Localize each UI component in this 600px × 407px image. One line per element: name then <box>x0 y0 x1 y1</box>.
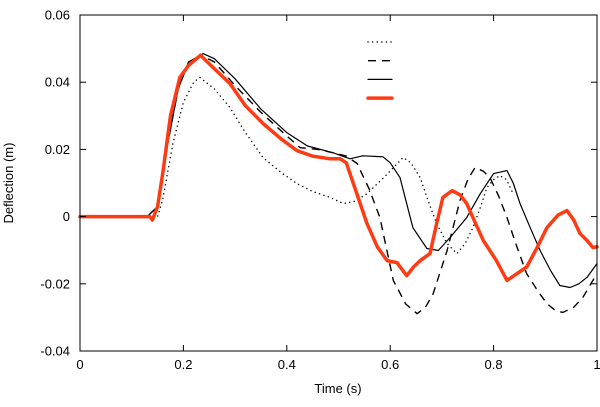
plot-area <box>78 53 599 315</box>
legend <box>366 41 394 100</box>
y-tick-label: -0.04 <box>40 344 70 359</box>
x-tick-label: 0.2 <box>174 357 192 372</box>
y-tick-label: 0.04 <box>45 75 70 90</box>
series-line-dashed <box>80 54 598 315</box>
y-tick-label: 0.06 <box>45 8 70 23</box>
x-tick-label: 0.6 <box>381 357 399 372</box>
x-tick-label: 1 <box>593 357 600 372</box>
series-line-thick <box>78 53 599 283</box>
y-tick-label: -0.02 <box>40 276 70 291</box>
x-tick-label: 0.4 <box>278 357 296 372</box>
x-tick-label: 0.8 <box>485 357 503 372</box>
axis-ticks: 0 0.2 0.4 0.6 0.8 1 -0.04 -0.02 0 0.02 0.04 0.06 <box>40 8 600 373</box>
series-line-dotted <box>79 76 514 255</box>
series-line-solid <box>79 53 598 289</box>
y-tick-label: 0.02 <box>45 142 70 157</box>
x-axis-label: Time (s) <box>314 381 361 396</box>
plot-frame <box>79 14 598 352</box>
y-tick-label: 0 <box>63 209 70 224</box>
y-axis-label: Deflection (m) <box>1 143 16 224</box>
x-tick-label: 0 <box>76 357 83 372</box>
